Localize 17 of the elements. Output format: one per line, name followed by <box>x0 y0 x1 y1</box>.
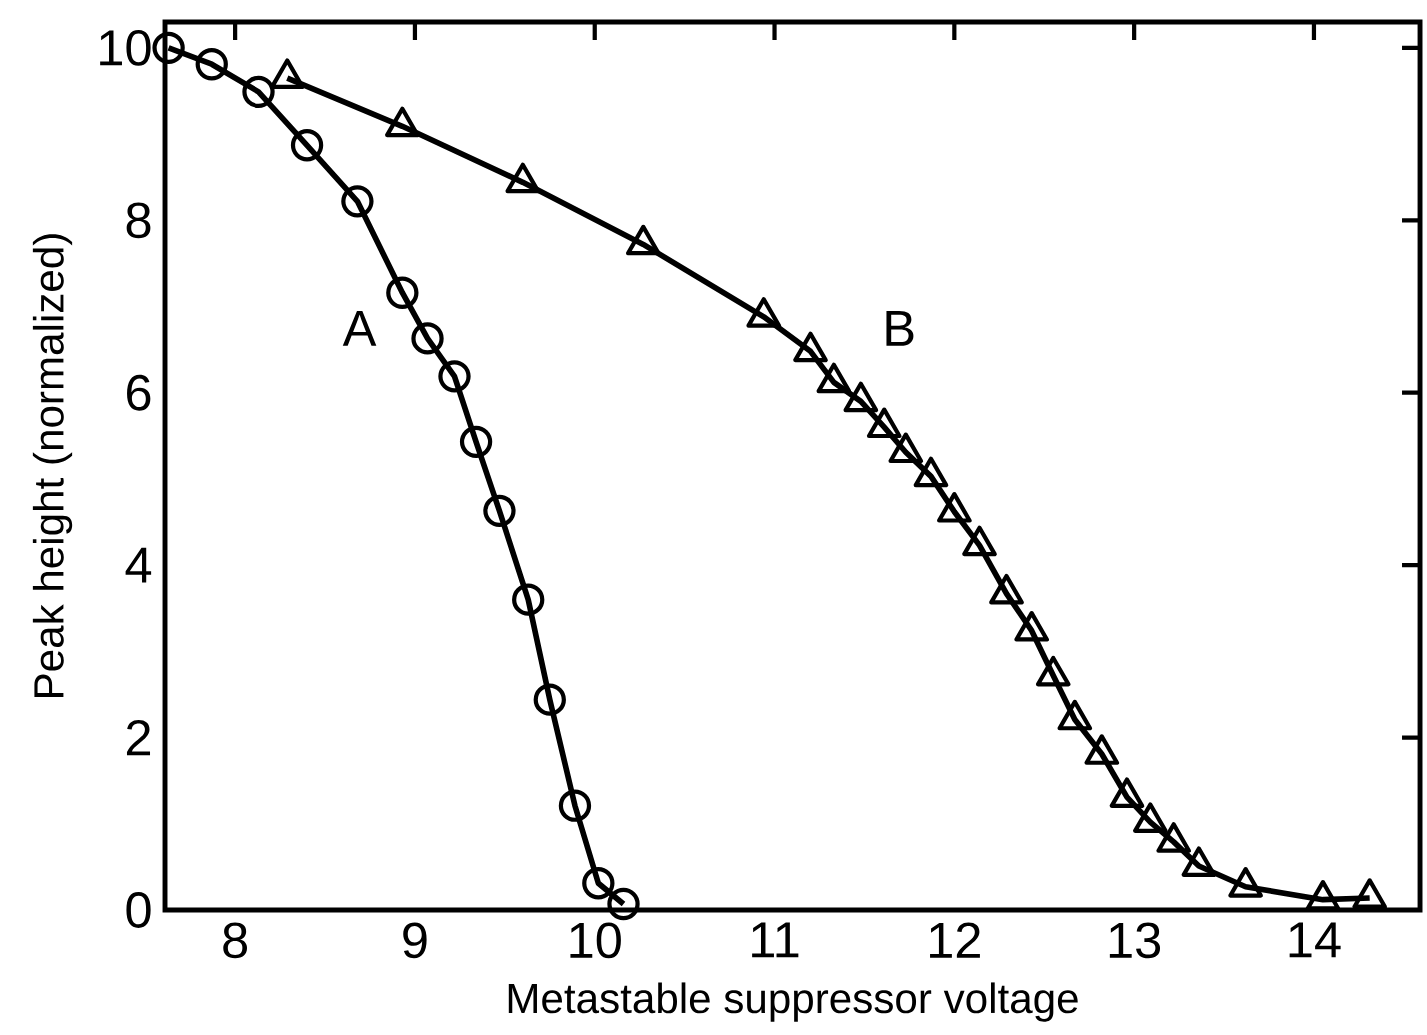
x-tick-label: 11 <box>752 922 799 958</box>
x-tick-label: 8 <box>223 922 248 959</box>
annotation: B <box>886 310 914 346</box>
x-axis-title: Metastable suppressor voltage <box>508 982 1078 1022</box>
x-tick-label: 12 <box>930 922 980 958</box>
x-tick-label: 9 <box>403 922 427 959</box>
x-tick-label: 14 <box>1289 922 1341 958</box>
y-tick-label: 6 <box>127 374 151 411</box>
annotation: A <box>342 310 377 346</box>
y-tick-label: 10 <box>100 29 151 66</box>
y-axis-title: Peak height (normalized) <box>32 234 73 697</box>
x-tick-label: 13 <box>1109 922 1161 959</box>
y-tick-label: 2 <box>126 719 151 756</box>
y-tick-label: 4 <box>125 547 152 583</box>
x-tick-label: 10 <box>570 922 621 959</box>
y-tick-label: 8 <box>126 202 151 239</box>
y-tick-label: 0 <box>126 892 151 928</box>
